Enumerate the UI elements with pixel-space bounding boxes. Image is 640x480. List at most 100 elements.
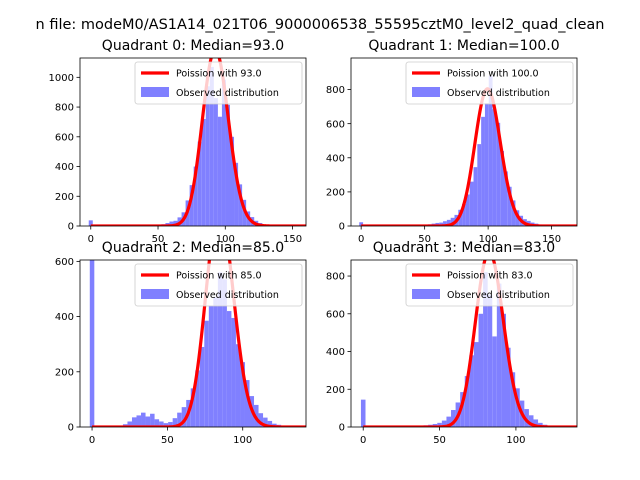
legend-box: [134, 61, 303, 105]
histogram-bar: [359, 222, 364, 226]
histogram-bar: [439, 222, 444, 226]
histogram-bar: [507, 186, 512, 226]
histogram-bar: [437, 422, 442, 427]
histogram-bar: [226, 311, 232, 427]
histogram-bar: [131, 417, 137, 427]
y-tick-label: 0: [68, 222, 74, 233]
histogram-bar: [450, 217, 455, 226]
histogram-bar: [141, 412, 146, 427]
histogram-bar: [483, 272, 488, 427]
subplot-quadrant-2: 0 50 100 0 200 400 600 Quadrant 2: Median=85.0 P…: [55, 240, 307, 446]
legend-label-poisson: Poission with 93.0: [176, 69, 262, 80]
x-tick-label: 0: [358, 234, 364, 245]
legend-hist-swatch: [412, 289, 440, 299]
histogram-bar: [538, 422, 543, 427]
histogram-bar: [484, 103, 489, 226]
histogram-bar: [234, 162, 239, 226]
axes-frame: [79, 259, 307, 428]
subplot-title: Quadrant 0: Median=93.0: [102, 38, 284, 54]
histogram-bar: [199, 346, 205, 427]
histogram-bar: [460, 392, 465, 427]
histogram-bar: [208, 305, 214, 427]
histogram-bar: [505, 347, 511, 427]
histogram-bar: [446, 219, 451, 226]
histogram-bar: [473, 342, 479, 427]
y-tick-label: 1000: [49, 73, 74, 84]
y-tick-label: 0: [68, 423, 74, 434]
histogram-bar: [204, 320, 209, 427]
histogram-bar: [193, 166, 198, 226]
histogram-bar: [159, 421, 164, 427]
y-tick-label: 400: [326, 347, 345, 358]
plot-area: [360, 260, 577, 427]
histogram-bar: [225, 104, 230, 226]
y-tick-label: 600: [326, 119, 345, 130]
histogram-bar: [190, 388, 196, 427]
histogram-bar: [136, 415, 142, 427]
histogram-bar: [500, 150, 504, 226]
y-tick-label: 400: [55, 312, 74, 323]
histogram-bar: [197, 141, 202, 226]
legend-label-observed: Observed distribution: [176, 290, 279, 301]
histogram-bar: [150, 413, 155, 427]
histogram-bar: [238, 184, 243, 226]
histogram-bar: [465, 194, 470, 226]
subplot-title: Quadrant 3: Median=83.0: [373, 240, 555, 256]
histogram-bar: [510, 372, 516, 427]
histogram-bar: [213, 98, 218, 226]
histogram-bar: [181, 407, 187, 427]
histogram-bar: [511, 200, 516, 226]
histogram-bar: [217, 116, 222, 226]
histogram-bar: [477, 144, 482, 226]
axes-frame: [350, 259, 578, 428]
subplot-title: Quadrant 2: Median=85.0: [102, 240, 284, 256]
histogram-bar: [173, 220, 178, 226]
histogram-bar: [481, 116, 485, 226]
histogram-bar: [163, 423, 169, 427]
y-tick-label: 600: [55, 132, 74, 143]
x-tick-label: 0: [360, 435, 366, 446]
x-tick-label: 100: [216, 234, 235, 245]
histogram-bar: [127, 421, 132, 427]
x-tick-label: 100: [479, 234, 498, 245]
histogram-bar: [360, 399, 366, 427]
x-tick-label: 150: [542, 234, 561, 245]
histogram-bar: [488, 75, 493, 226]
legend-label-poisson: Poission with 100.0: [447, 69, 539, 80]
legend-box: [134, 263, 303, 307]
y-tick-label: 600: [55, 257, 74, 268]
x-tick-label: 50: [433, 435, 446, 446]
histogram-bar: [469, 355, 474, 427]
histogram-bar: [503, 171, 508, 226]
subplot-quadrant-3: 0 50 100 0 200 400 600 800 Quadrant 3: Median=83…: [326, 240, 578, 446]
histogram-bar: [258, 413, 264, 427]
histogram-bar: [205, 86, 210, 226]
histogram-bar: [263, 417, 268, 427]
y-tick-label: 200: [55, 192, 74, 203]
histogram-bar: [462, 203, 466, 226]
legend-label-observed: Observed distribution: [176, 88, 279, 99]
x-tick-label: 0: [88, 234, 94, 245]
histogram-bar: [231, 317, 236, 427]
histogram-bar: [88, 220, 93, 226]
histogram-bar: [473, 167, 478, 226]
legend-label-poisson: Poission with 85.0: [176, 271, 262, 282]
axes-frame: [79, 57, 307, 227]
histogram-bar: [469, 181, 474, 226]
histogram-bar: [240, 362, 245, 427]
histogram-bar: [492, 336, 497, 427]
histogram-bar: [217, 272, 223, 427]
axes-frame: [350, 57, 578, 227]
histogram-bar: [229, 136, 235, 226]
histogram-bar: [487, 294, 493, 427]
figure-suptitle: n file: modeM0/AS1A14_021T06_9000006538_…: [36, 17, 605, 33]
histogram-bar: [443, 221, 447, 226]
y-tick-label: 200: [55, 367, 74, 378]
subplot-quadrant-1: 0 50 100 150 0 200 400 600 800 Quadrant 1: Median…: [326, 38, 578, 245]
y-tick-label: 0: [339, 423, 345, 434]
histogram-bar: [201, 118, 206, 226]
histogram-bar: [533, 419, 539, 427]
histogram-bar: [222, 279, 227, 427]
